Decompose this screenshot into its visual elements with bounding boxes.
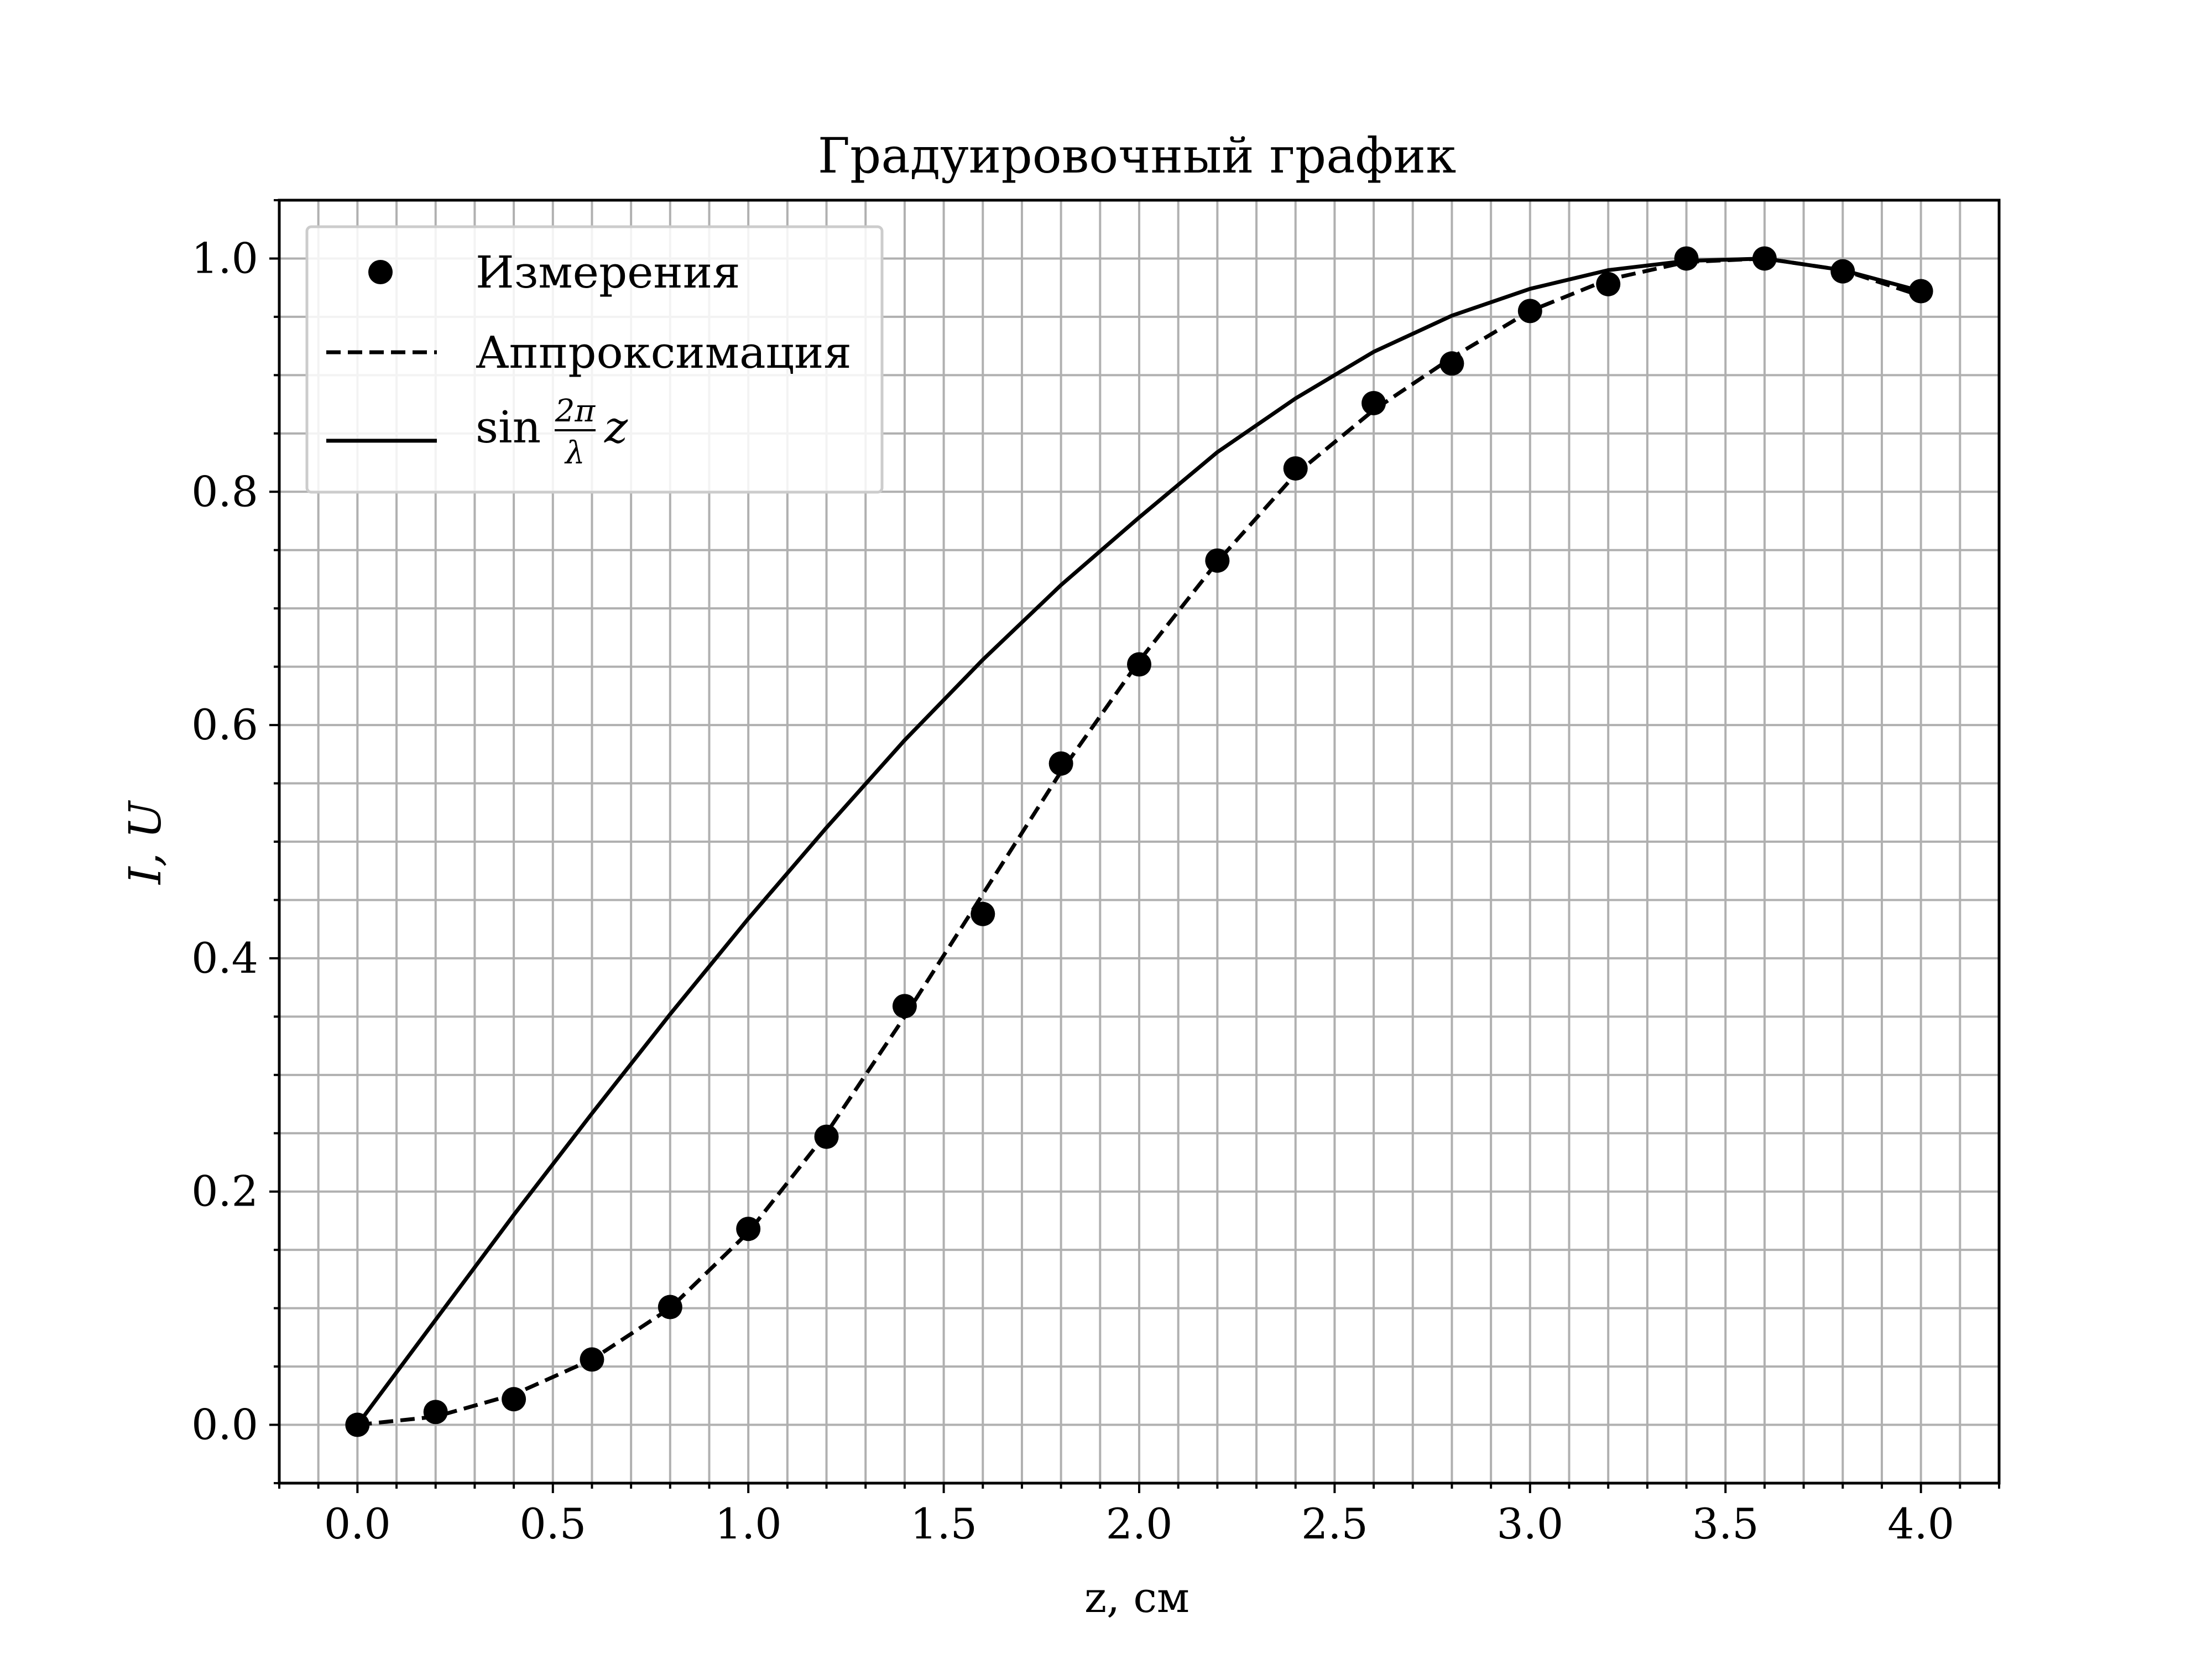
legend-sine-denominator: λ: [564, 435, 585, 471]
data-point-measurements: [1517, 299, 1542, 324]
data-point-measurements: [1127, 652, 1151, 677]
axis-tick-labels: 0.0 0.5 1.0 1.5 2.0 2.5 3.0 3.5 4.0 0.0 0.2 0.4 0.6 0…: [191, 233, 1954, 1548]
data-point-measurements: [658, 1295, 682, 1319]
x-tick-label: 3.0: [1496, 1499, 1563, 1548]
x-tick-label: 1.5: [910, 1499, 977, 1548]
y-tick-label: 0.2: [191, 1167, 258, 1216]
data-point-measurements: [892, 994, 917, 1019]
data-point-measurements: [736, 1217, 761, 1241]
data-point-measurements: [814, 1124, 839, 1149]
data-point-measurements: [1283, 456, 1308, 481]
axis-ticks: [269, 199, 2000, 1493]
data-point-measurements: [1674, 246, 1699, 271]
legend-label-measurements: Измерения: [476, 247, 740, 298]
legend-label-approximation: Аппроксимация: [476, 327, 852, 378]
x-tick-label: 2.0: [1106, 1499, 1173, 1548]
legend: Измерения Аппроксимация sin 2π λ z: [305, 225, 884, 494]
x-tick-label: 3.5: [1692, 1499, 1759, 1548]
data-point-measurements: [1752, 246, 1777, 271]
data-point-measurements: [345, 1412, 370, 1437]
x-tick-label: 1.0: [715, 1499, 782, 1548]
chart-title: Градуировочный график: [818, 127, 1456, 184]
data-point-measurements: [1908, 279, 1933, 304]
y-tick-label: 0.8: [191, 467, 258, 516]
series-line-sine: [356, 257, 1922, 1426]
x-axis-label: z, см: [1084, 1573, 1190, 1622]
plot-series: [345, 246, 1933, 1437]
data-point-measurements: [502, 1387, 526, 1412]
data-point-measurements: [1361, 390, 1386, 415]
y-tick-label: 0.4: [191, 933, 258, 983]
data-point-measurements: [1439, 351, 1464, 376]
y-tick-label: 0.0: [191, 1400, 258, 1449]
data-point-measurements: [423, 1400, 448, 1425]
y-axis-label: I, U: [119, 800, 171, 885]
legend-sine-suffix: z: [604, 401, 628, 453]
legend-marker-measurements: [368, 260, 393, 284]
y-tick-label: 0.6: [191, 700, 258, 749]
legend-label-sine: sin 2π λ z: [476, 393, 628, 471]
data-point-measurements: [971, 901, 995, 926]
data-point-measurements: [580, 1347, 604, 1372]
x-tick-label: 4.0: [1887, 1499, 1954, 1548]
legend-sine-numerator: 2π: [555, 393, 596, 429]
data-point-measurements: [1830, 259, 1855, 284]
data-point-measurements: [1205, 548, 1230, 573]
legend-box: [305, 225, 884, 494]
legend-sine-prefix: sin: [476, 401, 541, 453]
data-point-measurements: [1596, 272, 1621, 296]
y-tick-label: 1.0: [191, 233, 258, 283]
x-tick-label: 0.5: [519, 1499, 586, 1548]
x-tick-label: 0.0: [324, 1499, 391, 1548]
x-tick-label: 2.5: [1301, 1499, 1368, 1548]
data-point-measurements: [1048, 751, 1073, 776]
